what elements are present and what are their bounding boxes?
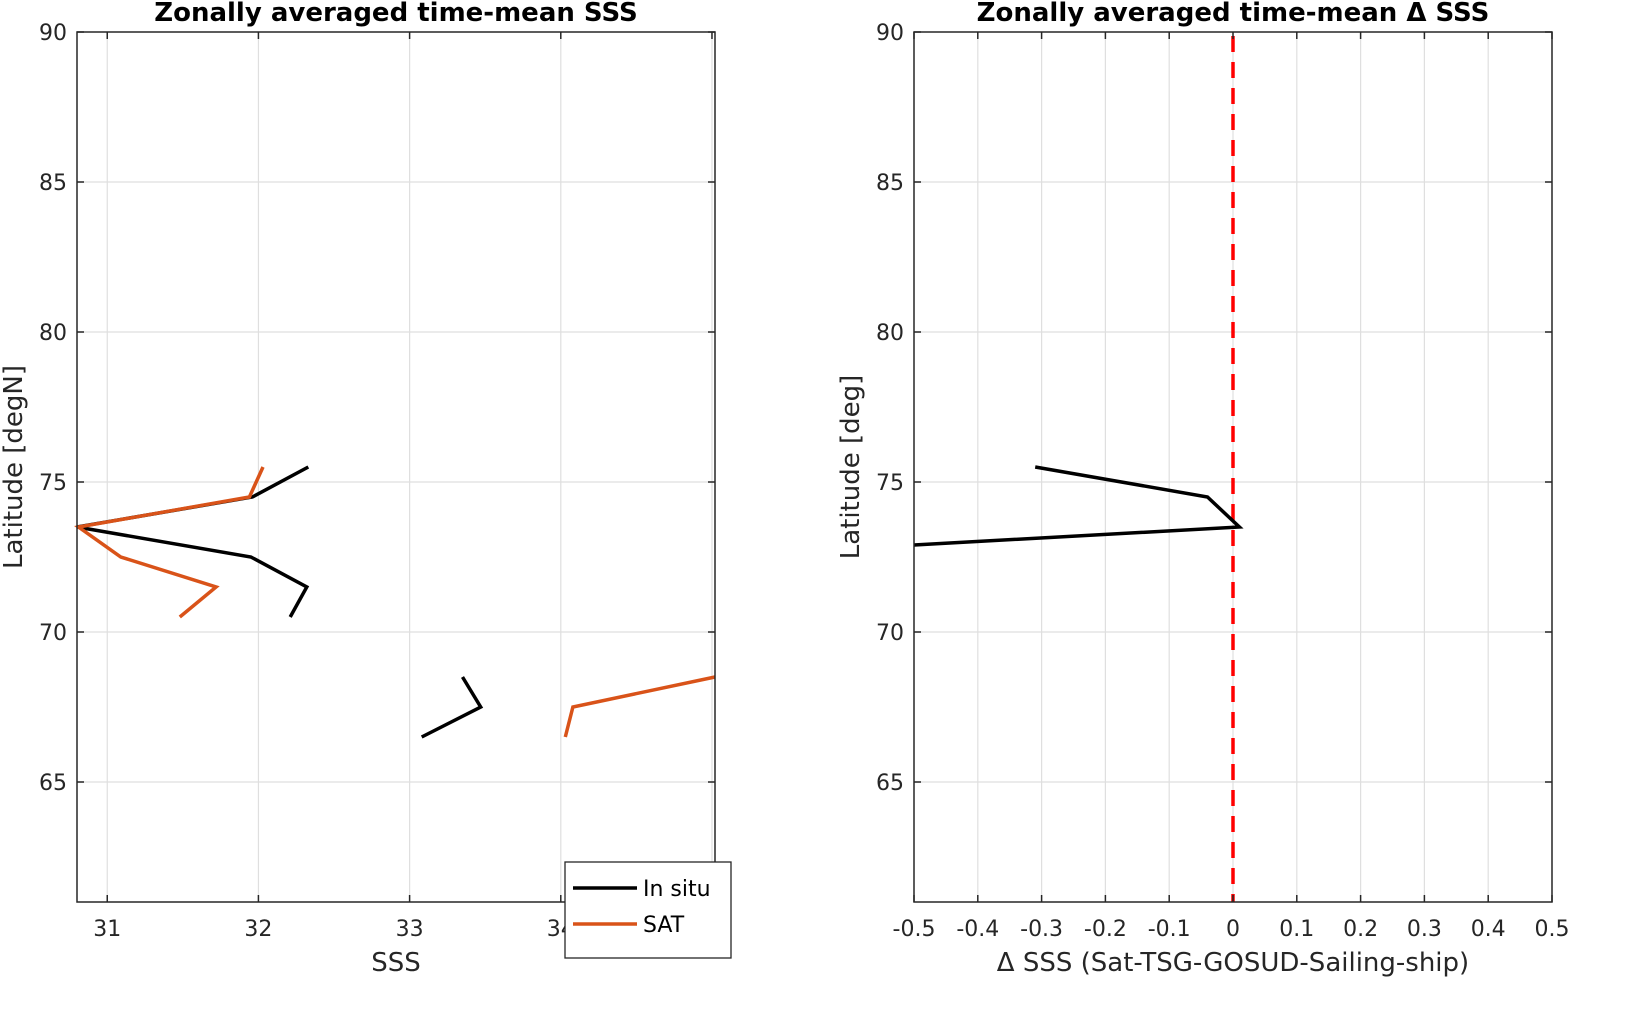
x-tick-label: 32 — [244, 917, 272, 942]
x-tick-label: -0.5 — [893, 917, 936, 942]
x-tick-label: 0.5 — [1535, 917, 1570, 942]
x-tick-label: 31 — [93, 917, 121, 942]
chart-title: Zonally averaged time-mean SSS — [154, 0, 638, 28]
y-axis-label: Latitude [deg] — [836, 375, 866, 560]
left-chart: 3132333435657075808590Zonally averaged t… — [0, 0, 732, 978]
y-tick-label: 80 — [876, 321, 904, 346]
plot-area — [77, 32, 715, 902]
x-axis-label: Δ SSS (Sat-TSG-GOSUD-Sailing-ship) — [997, 948, 1469, 978]
x-tick-label: 0.4 — [1471, 917, 1506, 942]
series-line-sat-seg1 — [563, 675, 716, 738]
series-line-in-situ-seg1 — [420, 676, 484, 739]
legend-label-0: In situ — [643, 877, 711, 902]
x-axis-label: SSS — [371, 948, 421, 978]
y-axis-label: Latitude [degN] — [0, 365, 29, 569]
y-tick-label: 70 — [876, 621, 904, 646]
y-tick-label: 90 — [39, 21, 67, 46]
y-tick-label: 90 — [876, 21, 904, 46]
right-chart: -0.5 -0.4 -0.3 -0.2 -0.1 0 0.1 0.2 0.3 0.4 0.5 65 70… — [836, 0, 1570, 978]
legend-box — [564, 861, 732, 959]
y-tick-label: 80 — [39, 321, 67, 346]
x-tick-label: 0.3 — [1407, 917, 1442, 942]
x-tick-label: 0.1 — [1279, 917, 1314, 942]
y-tick-label: 85 — [876, 171, 904, 196]
legend: In situ SAT — [564, 861, 732, 959]
x-tick-label: -0.1 — [1148, 917, 1191, 942]
x-tick-label: -0.2 — [1084, 917, 1127, 942]
y-tick-label: 65 — [876, 771, 904, 796]
y-tick-label: 75 — [876, 471, 904, 496]
y-tick-label: 75 — [39, 471, 67, 496]
x-tick-label: 33 — [396, 917, 424, 942]
series-line-sat-seg0 — [74, 466, 265, 619]
legend-label-1: SAT — [643, 913, 685, 938]
y-tick-label: 70 — [39, 621, 67, 646]
y-tick-label: 65 — [39, 771, 67, 796]
axes-box — [76, 31, 716, 903]
x-tick-label: 0 — [1226, 917, 1240, 942]
series-line-delta-sss-seg0 — [913, 465, 1244, 547]
chart-title: Zonally averaged time-mean Δ SSS — [977, 0, 1490, 28]
series-line-in-situ-seg0 — [76, 465, 310, 618]
x-tick-label: -0.3 — [1020, 917, 1063, 942]
y-tick-label: 85 — [39, 171, 67, 196]
x-tick-label: 0.2 — [1343, 917, 1378, 942]
x-tick-label: -0.4 — [956, 917, 999, 942]
